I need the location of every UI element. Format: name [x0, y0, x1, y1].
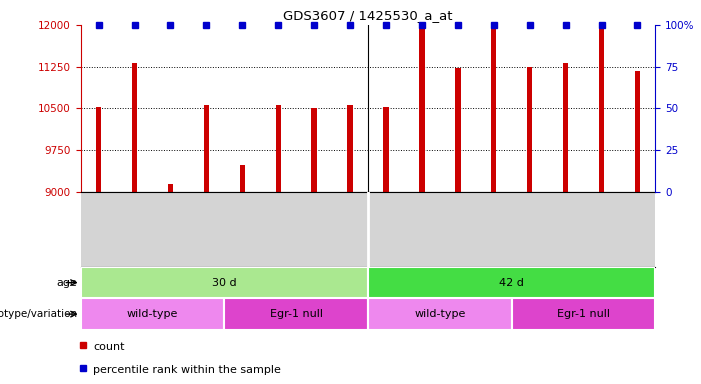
Bar: [348, 104, 353, 192]
Bar: [527, 67, 532, 192]
Bar: [368, 267, 655, 298]
Bar: [132, 63, 137, 192]
Bar: [512, 298, 655, 330]
Text: age: age: [56, 278, 77, 288]
Bar: [311, 108, 317, 192]
Bar: [455, 68, 461, 192]
Text: wild-type: wild-type: [127, 309, 178, 319]
Bar: [563, 63, 569, 192]
Bar: [635, 71, 640, 192]
Bar: [599, 27, 604, 192]
Bar: [491, 27, 496, 192]
Text: 42 d: 42 d: [499, 278, 524, 288]
Bar: [81, 298, 224, 330]
Bar: [204, 104, 209, 192]
Bar: [419, 27, 425, 192]
Bar: [383, 107, 388, 192]
Text: percentile rank within the sample: percentile rank within the sample: [93, 365, 281, 375]
Bar: [224, 298, 368, 330]
Text: count: count: [93, 342, 125, 352]
Text: genotype/variation: genotype/variation: [0, 309, 77, 319]
Bar: [168, 184, 173, 192]
Text: wild-type: wild-type: [414, 309, 465, 319]
Text: Egr-1 null: Egr-1 null: [557, 309, 610, 319]
Text: 30 d: 30 d: [212, 278, 237, 288]
Bar: [81, 267, 368, 298]
Bar: [368, 298, 512, 330]
Title: GDS3607 / 1425530_a_at: GDS3607 / 1425530_a_at: [283, 9, 453, 22]
Bar: [240, 165, 245, 192]
Bar: [96, 107, 101, 192]
Bar: [275, 104, 281, 192]
Text: Egr-1 null: Egr-1 null: [270, 309, 322, 319]
